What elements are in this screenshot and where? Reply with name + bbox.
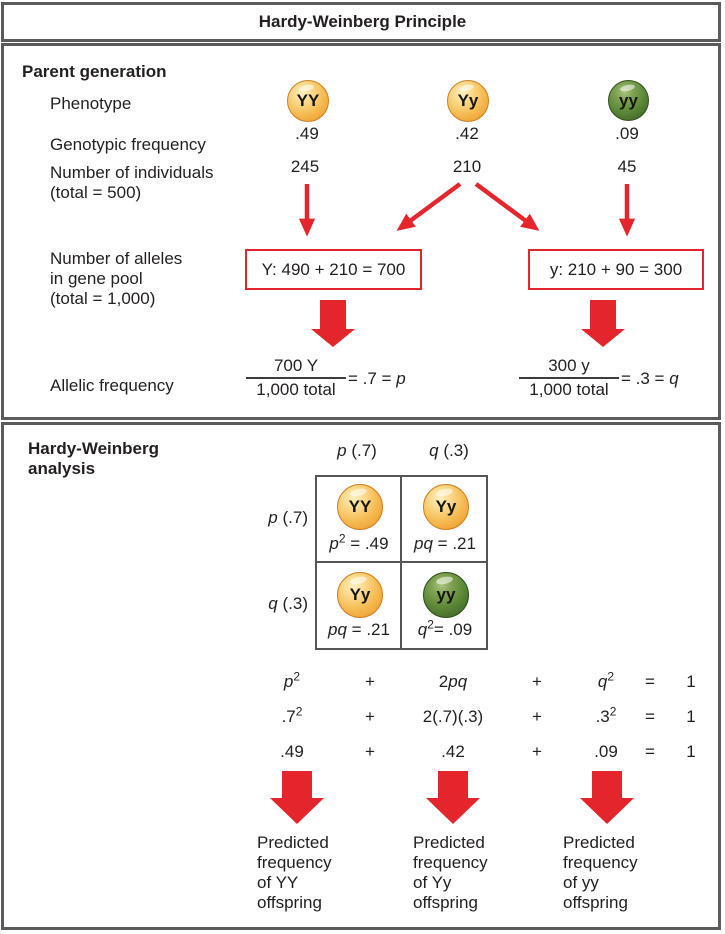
fraction-bar [246, 377, 346, 379]
punnett-col-header-p: p (.7) [337, 441, 377, 460]
individuals-label-line1: Number of individuals [50, 163, 214, 182]
gene-pool-box-y-text: y: 210 + 90 = 300 [549, 259, 683, 279]
individuals-yy: 45 [617, 157, 637, 176]
punnett-cell-Yy1-formula: pq = .21 [414, 534, 476, 553]
punnett-cell-YY-circle: YY [337, 484, 383, 530]
genotype-label: Yy [349, 585, 371, 604]
punnett-row-header-q: q (.3) [268, 594, 308, 613]
allelic-fraction-p-result: = .7 = p [348, 369, 406, 388]
gene-pool-box-Y-text: Y: 490 + 210 = 700 [261, 259, 406, 279]
phenotype-circle-yy: yy [608, 80, 649, 121]
allelic-fraction-q-result: = .3 = q [621, 369, 679, 388]
page-title: Hardy-Weinberg Principle [258, 12, 467, 31]
genotype-label: YY [348, 497, 372, 516]
punnett-cell-YY-formula: p2 = .49 [329, 531, 389, 553]
alleles-label-line1: Number of alleles [50, 249, 183, 268]
gene-pool-box-Y: Y: 490 + 210 = 700 [245, 249, 422, 290]
punnett-cell-Yy2-circle: Yy [337, 572, 383, 618]
analysis-heading-line2: analysis [28, 459, 96, 478]
individuals-label-line2: (total = 500) [50, 183, 142, 202]
alleles-label-line2: in gene pool [50, 269, 143, 288]
title-bar [1, 2, 721, 42]
predicted-frequency-YY-label: Predicted frequency of YY offspring [257, 833, 332, 912]
fraction-numerator: 700 Y [273, 356, 319, 375]
gene-pool-box-y: y: 210 + 90 = 300 [528, 249, 704, 290]
genotypic-frequency-yy: .09 [615, 124, 639, 143]
analysis-heading-line1: Hardy-Weinberg [28, 439, 159, 458]
fraction-denominator: 1,000 total [529, 380, 609, 399]
genotypic-frequency-YY: .49 [295, 124, 319, 143]
fraction-numerator: 300 y [548, 356, 590, 375]
genotypic-frequency-label: Genotypic frequency [50, 135, 206, 154]
genotype-label: yy [619, 90, 638, 110]
punnett-col-header-q: q (.3) [429, 441, 469, 460]
phenotype-label: Phenotype [50, 94, 132, 113]
predicted-frequency-Yy-label: Predicted frequency of Yy offspring [413, 833, 488, 912]
allelic-fraction-p: 700 Y 1,000 total [246, 356, 346, 400]
punnett-horizontal-divider [315, 561, 488, 563]
phenotype-circle-YY: YY [287, 80, 329, 122]
predicted-frequency-yy-label: Predicted frequency of yy offspring [563, 833, 638, 912]
allelic-frequency-label: Allelic frequency [50, 376, 174, 395]
genotype-label: YY [296, 91, 320, 110]
genotype-label: Yy [457, 91, 479, 110]
parent-generation-heading: Parent generation [22, 62, 167, 81]
punnett-cell-Yy2-formula: pq = .21 [328, 620, 390, 639]
alleles-label-line3: (total = 1,000) [50, 289, 156, 308]
allelic-fraction-q: 300 y 1,000 total [519, 356, 619, 400]
punnett-cell-yy-circle: yy [423, 572, 469, 618]
genotypic-frequency-Yy: .42 [455, 124, 479, 143]
genotype-label: Yy [435, 497, 457, 516]
punnett-row-header-p: p (.7) [268, 508, 308, 527]
equation-row-values: .72 + 2(.7)(.3) + .32 = 1 [281, 704, 696, 726]
genotype-label: yy [436, 585, 456, 604]
punnett-cell-yy-formula: q2= .09 [417, 617, 473, 639]
equation-row-results: .49 + .42 + .09 = 1 [280, 742, 696, 761]
fraction-bar [519, 377, 619, 379]
fraction-denominator: 1,000 total [256, 380, 336, 399]
punnett-cell-Yy1-circle: Yy [423, 484, 469, 530]
phenotype-circle-Yy: Yy [447, 80, 489, 122]
equation-row-symbolic: p2 + 2pq + q2 = 1 [283, 669, 696, 691]
individuals-YY: 245 [290, 157, 320, 176]
individuals-Yy: 210 [452, 157, 482, 176]
parent-generation-section [1, 43, 721, 420]
